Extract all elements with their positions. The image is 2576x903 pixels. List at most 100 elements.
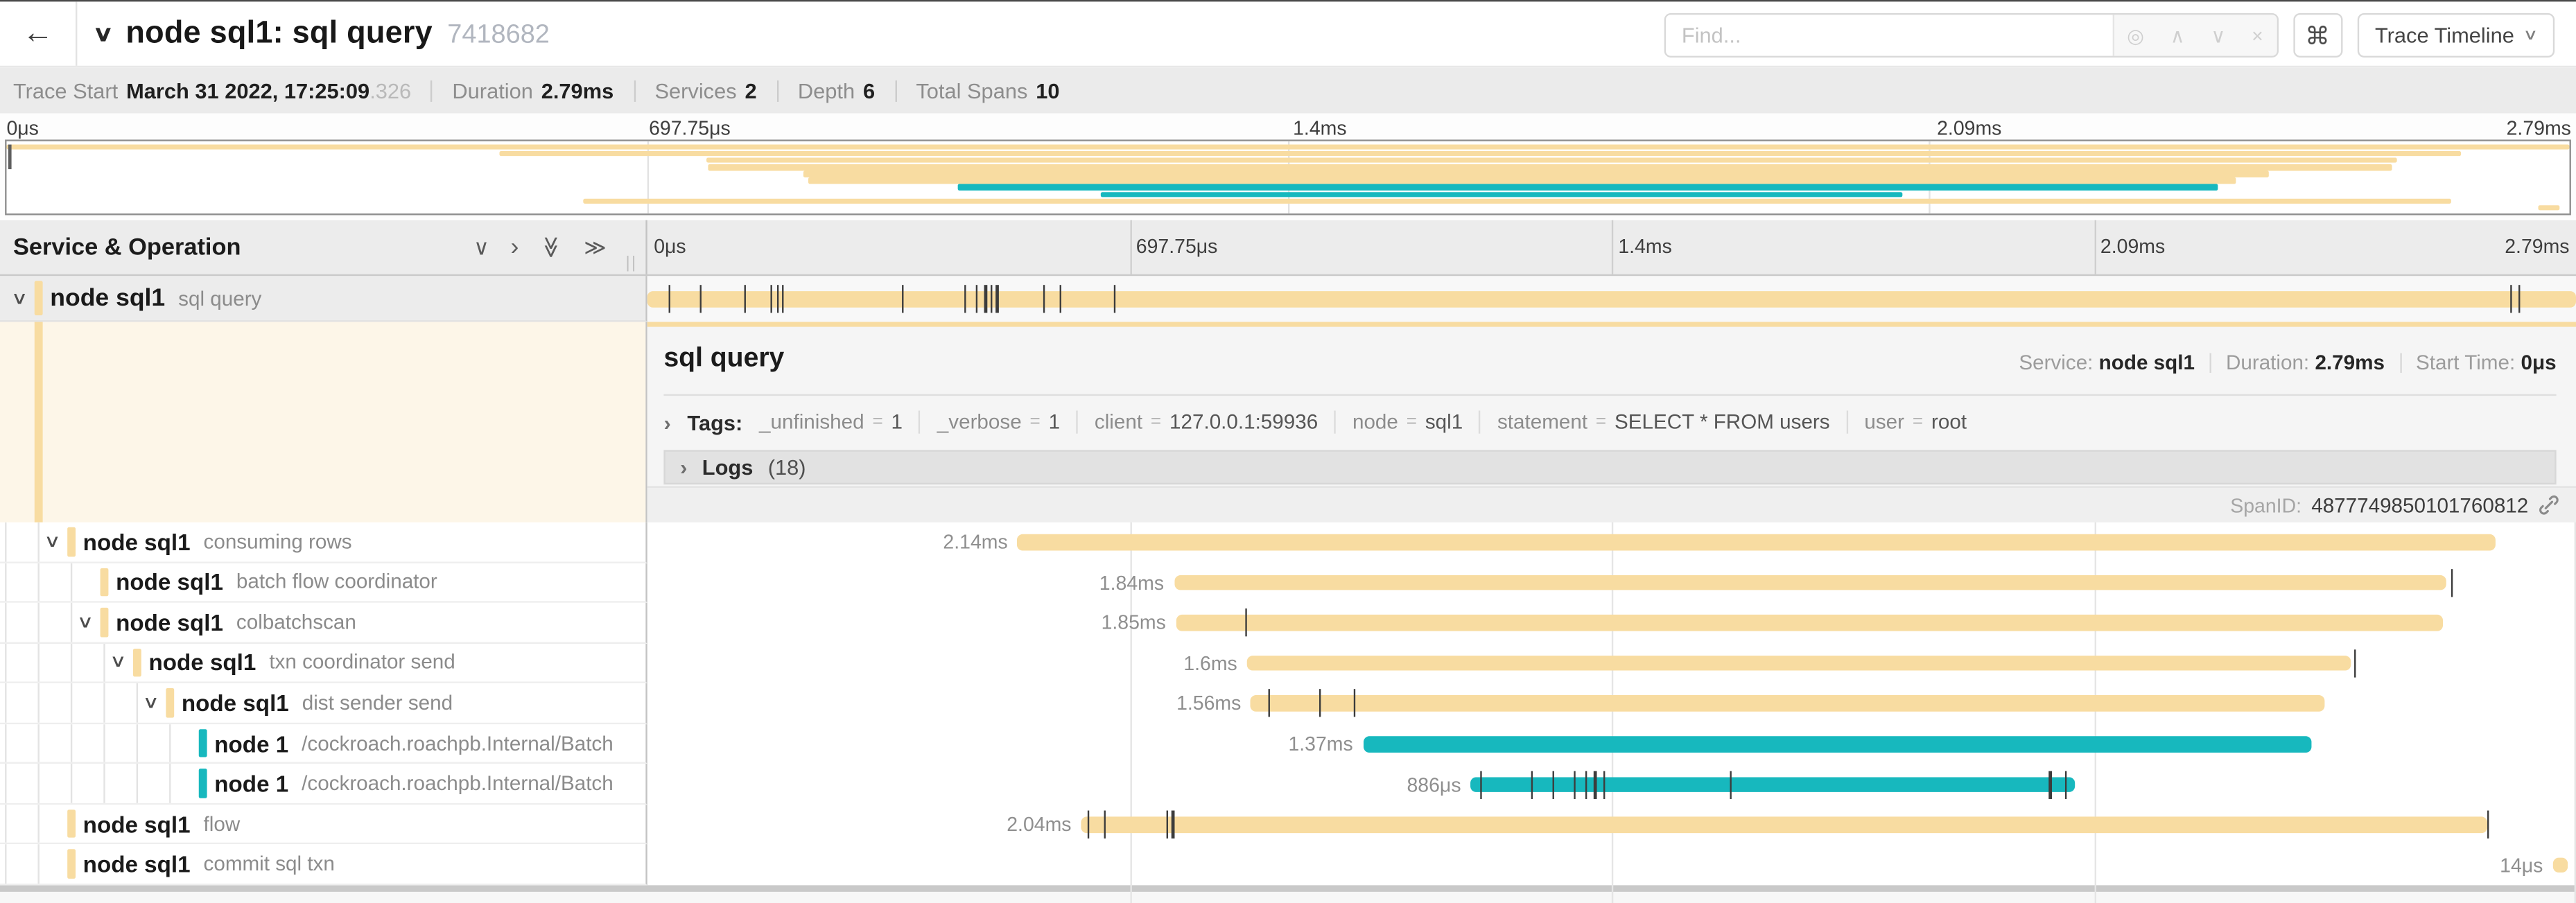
duration-value: 2.79ms xyxy=(2315,351,2385,375)
span-log-tick xyxy=(1353,690,1355,718)
minimap-drag-handle[interactable] xyxy=(8,144,12,170)
collapse-one-icon[interactable]: ∨ xyxy=(473,234,489,260)
collapse-all-icon[interactable]: ≫ xyxy=(539,236,564,258)
keyboard-shortcuts-button[interactable]: ⌘ xyxy=(2292,12,2342,58)
span-name-cell[interactable]: ∨ node sql1 txn coordinator send xyxy=(0,643,647,684)
expand-all-icon[interactable]: ≫ xyxy=(584,234,607,260)
back-button[interactable]: ← xyxy=(0,1,78,66)
span-timeline-cell[interactable]: 886μs xyxy=(647,764,2576,805)
minimap-tick-label: 1.4ms xyxy=(1293,116,1347,140)
span-color-bar xyxy=(100,567,108,597)
span-bar[interactable] xyxy=(1174,575,2447,591)
span-bar[interactable] xyxy=(1247,655,2351,672)
bottom-scroll-band[interactable] xyxy=(0,885,2576,903)
depth-value: 6 xyxy=(862,78,876,103)
span-bar[interactable] xyxy=(1362,736,2312,752)
tree-indent-guide xyxy=(5,764,7,803)
next-match-icon[interactable]: ∨ xyxy=(2211,24,2226,47)
tags-row[interactable]: › Tags: _unfinished = 1 _verbose = 1 client = 12… xyxy=(663,404,2556,440)
span-name-cell[interactable]: ∨ node sql1 dist sender send xyxy=(0,683,647,724)
timeline-gridline xyxy=(2574,276,2576,903)
prev-match-icon[interactable]: ∧ xyxy=(2170,24,2185,47)
span-operation-name: txn coordinator send xyxy=(269,651,455,674)
span-name-cell[interactable]: node 1/cockroach.roachpb.Internal/Batch xyxy=(0,764,647,805)
chevron-right-icon: › xyxy=(663,410,671,435)
span-bar[interactable] xyxy=(2552,857,2568,873)
span-timeline-cell[interactable]: 2.04ms xyxy=(647,805,2576,845)
minimap-gridline xyxy=(647,141,650,214)
span-duration-label: 1.37ms xyxy=(1288,732,1353,756)
tag-item: client = 127.0.0.1:59936 xyxy=(1095,410,1318,433)
span-row: node sql1 commit sql txn 14μs xyxy=(0,845,2576,886)
minimap-span-rows xyxy=(6,143,2570,212)
span-timeline-cell[interactable]: 1.84ms xyxy=(647,563,2576,603)
span-detail-meta: Service: node sql1 Duration: 2.79ms Star… xyxy=(2019,351,2556,374)
column-resize-grip[interactable]: || xyxy=(625,254,638,273)
back-arrow-icon: ← xyxy=(21,15,54,51)
chevron-down-icon[interactable]: ∨ xyxy=(76,612,94,633)
start-time-label: Start Time: xyxy=(2415,351,2516,375)
focus-match-icon[interactable]: ◎ xyxy=(2127,24,2144,47)
chevron-down-icon[interactable]: ∨ xyxy=(10,288,28,308)
span-bar[interactable] xyxy=(1470,776,2075,792)
span-duration-label: 1.84ms xyxy=(1099,571,1165,595)
span-row: node sql1 batch flow coordinator 1.84ms xyxy=(0,562,2576,603)
span-name-cell[interactable]: node sql1 batch flow coordinator xyxy=(0,562,647,603)
minimap-span-bar xyxy=(6,143,2570,150)
span-log-tick xyxy=(1114,285,1116,313)
span-duration-label: 1.56ms xyxy=(1176,692,1242,715)
span-name-cell[interactable]: node sql1 flow xyxy=(0,804,647,845)
span-timeline-cell[interactable]: 1.6ms xyxy=(647,643,2576,683)
span-timeline-cell[interactable] xyxy=(647,276,2576,322)
span-color-bar xyxy=(67,527,76,556)
span-bar[interactable] xyxy=(1251,696,2326,712)
span-bar[interactable] xyxy=(1176,615,2444,631)
service-value: node sql1 xyxy=(2098,351,2195,375)
span-name-cell[interactable]: node 1/cockroach.roachpb.Internal/Batch xyxy=(0,724,647,764)
span-bar[interactable] xyxy=(647,291,2576,307)
expand-one-icon[interactable]: › xyxy=(510,233,519,261)
span-log-tick xyxy=(2487,810,2489,839)
span-log-tick xyxy=(901,285,904,313)
span-timeline-cell[interactable]: 1.56ms xyxy=(647,683,2576,724)
span-timeline-cell[interactable]: 1.85ms xyxy=(647,603,2576,643)
logs-label: Logs xyxy=(702,455,754,480)
span-timeline-cell[interactable]: 14μs xyxy=(647,845,2576,885)
span-operation-name: commit sql txn xyxy=(203,852,335,876)
span-bar[interactable] xyxy=(1017,534,2496,550)
chevron-down-icon[interactable]: ∨ xyxy=(44,532,61,552)
span-bar[interactable] xyxy=(1081,816,2487,833)
span-timeline-cell[interactable]: 2.14ms xyxy=(647,523,2576,563)
minimap-span-bar xyxy=(706,157,2398,164)
logs-row[interactable]: › Logs (18) xyxy=(663,450,2557,485)
find-input[interactable] xyxy=(1665,15,2112,56)
span-log-tick xyxy=(964,285,966,313)
span-name-label: node sql1 flow xyxy=(0,805,645,843)
span-name-cell[interactable]: ∨ node sql1 consuming rows xyxy=(0,522,647,563)
tree-indent-guide xyxy=(103,643,105,682)
start-time-value: 0μs xyxy=(2521,351,2557,375)
span-duration-label: 14μs xyxy=(2500,853,2543,877)
tree-indent-guide xyxy=(169,764,171,803)
tree-indent-guide xyxy=(5,522,7,561)
tag-key: statement xyxy=(1497,410,1588,434)
service-label: Service: xyxy=(2019,351,2094,375)
span-timeline-cell[interactable]: 1.37ms xyxy=(647,724,2576,764)
view-selector-button[interactable]: Trace Timeline ∨ xyxy=(2356,12,2555,58)
chevron-down-icon[interactable]: ∨ xyxy=(109,652,127,673)
span-log-tick xyxy=(1268,690,1271,718)
span-log-tick xyxy=(1060,285,1062,313)
clear-find-icon[interactable]: × xyxy=(2252,24,2263,47)
span-name-cell[interactable]: node sql1 commit sql txn xyxy=(0,845,647,886)
copy-link-icon[interactable] xyxy=(2538,494,2559,516)
span-name-label: node sql1 commit sql txn xyxy=(0,845,645,884)
chevron-down-icon[interactable]: ∨ xyxy=(142,692,159,713)
minimap-span-bar xyxy=(1101,191,1904,198)
trace-title-group[interactable]: ∨ node sql1: sql query 7418682 xyxy=(93,16,550,52)
service-operation-header: Service & Operation ∨ › ≫ ≫ || xyxy=(0,220,647,274)
minimap-canvas[interactable] xyxy=(5,139,2571,216)
span-name-cell[interactable]: ∨ node sql1 sql query xyxy=(0,276,647,322)
tree-indent-guide xyxy=(37,602,40,642)
tree-controls: ∨ › ≫ ≫ xyxy=(473,220,606,274)
span-name-cell[interactable]: ∨ node sql1 colbatchscan xyxy=(0,602,647,644)
